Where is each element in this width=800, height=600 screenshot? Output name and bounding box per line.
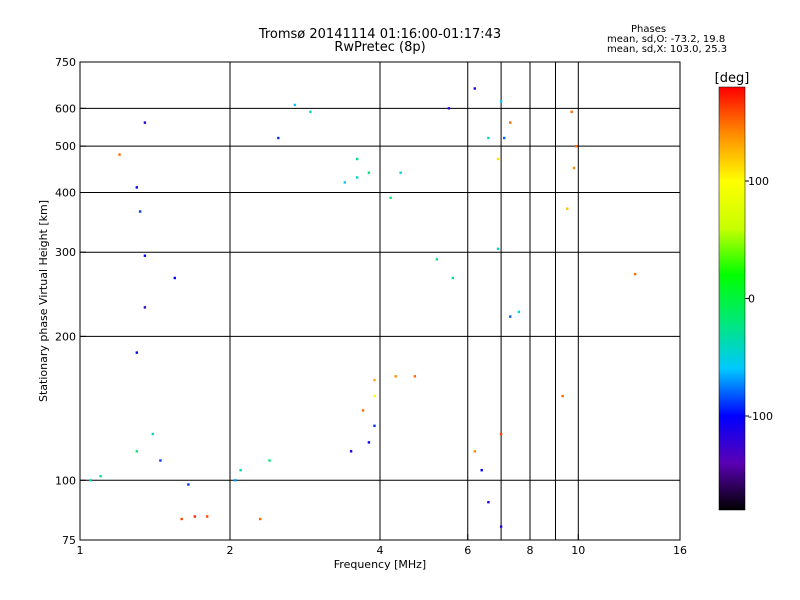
data-point: [389, 196, 392, 199]
data-point: [499, 525, 503, 528]
x-axis-label: Frequency [MHz]: [334, 558, 426, 571]
data-point: [480, 469, 483, 472]
x-tick-label: 4: [377, 544, 384, 557]
colorbar-scale: [718, 86, 746, 511]
data-point: [89, 479, 92, 482]
x-mode-stats: mean, sd,X: 103.0, 25.3: [607, 44, 728, 55]
data-point: [509, 121, 512, 124]
y-tick-label: 600: [55, 102, 76, 115]
data-point: [277, 136, 280, 140]
data-point: [159, 459, 162, 462]
data-point: [499, 100, 503, 103]
data-point: [309, 110, 312, 113]
data-point: [373, 424, 376, 427]
data-point: [135, 351, 138, 354]
data-point: [118, 153, 121, 156]
data-point: [343, 181, 346, 184]
grid: [80, 62, 680, 540]
data-point: [473, 87, 476, 90]
data-point: [187, 483, 190, 486]
data-point: [151, 432, 154, 436]
data-point: [239, 469, 242, 472]
data-point: [373, 378, 376, 382]
data-point: [633, 272, 637, 276]
data-point: [574, 145, 578, 148]
x-axis: 1 2 4 6 8 10 16: [77, 534, 687, 557]
data-point: [367, 171, 371, 174]
y-axis-label: Stationary phase Virtual Height [km]: [37, 200, 50, 402]
data-point: [259, 517, 262, 521]
y-tick-label: 500: [55, 140, 76, 153]
o-mode-stats: mean, sd,O: -73.2, 19.8: [607, 34, 726, 45]
x-tick-label: 1: [77, 544, 84, 557]
data-point: [373, 394, 376, 398]
data-point: [517, 310, 521, 314]
data-point: [435, 258, 438, 261]
data-point: [173, 276, 176, 280]
chart-title: Tromsø 20141114 01:16:00-01:17:43: [258, 27, 502, 42]
data-point: [180, 517, 183, 521]
data-point: [496, 247, 500, 250]
data-point: [234, 479, 237, 482]
colorbar: [deg] 100 0 -100: [715, 71, 773, 511]
y-tick-label: 400: [55, 186, 76, 199]
data-point: [572, 166, 576, 170]
data-point: [99, 475, 102, 478]
chart-subtitle: RwPretec (8p): [334, 40, 426, 55]
colorbar-tick-label: 0: [748, 293, 755, 306]
data-point: [503, 136, 506, 140]
data-point: [447, 107, 451, 110]
data-point: [361, 409, 365, 412]
y-tick-label: 100: [55, 474, 76, 487]
scatter-points: [89, 87, 637, 528]
data-point: [566, 207, 569, 210]
data-point: [206, 515, 209, 518]
x-tick-label: 8: [527, 544, 534, 557]
data-point: [413, 375, 417, 378]
data-point: [451, 276, 454, 280]
y-tick-label: 300: [55, 246, 76, 259]
data-point: [496, 157, 500, 161]
y-tick-label: 750: [55, 56, 76, 69]
data-point: [487, 136, 490, 140]
data-point: [487, 501, 490, 504]
x-tick-label: 6: [464, 544, 471, 557]
colorbar-tick-label: 100: [748, 175, 769, 188]
x-tick-label: 10: [571, 544, 585, 557]
data-point: [399, 171, 402, 174]
y-tick-label: 75: [62, 534, 76, 547]
colorbar-label: [deg]: [715, 71, 750, 86]
data-point: [138, 210, 142, 213]
y-axis: 75 100 200 300 400 500 600 750: [55, 56, 86, 547]
data-point: [473, 450, 476, 453]
data-point: [193, 515, 196, 518]
colorbar-tick-label: -100: [748, 410, 773, 423]
data-point: [509, 315, 512, 318]
data-point: [561, 394, 564, 398]
data-point: [356, 157, 359, 161]
data-point: [570, 110, 573, 113]
data-point: [135, 186, 138, 189]
phases-heading: Phases: [631, 24, 667, 35]
data-point: [135, 450, 138, 453]
y-tick-label: 200: [55, 330, 76, 343]
x-tick-label: 2: [227, 544, 234, 557]
data-point: [143, 306, 147, 309]
data-point: [356, 176, 359, 179]
data-point: [367, 441, 371, 444]
data-point: [293, 103, 297, 107]
data-point: [394, 375, 397, 378]
data-point: [143, 254, 147, 257]
data-point: [143, 121, 147, 124]
x-tick-label: 16: [673, 544, 687, 557]
data-point: [268, 459, 271, 462]
data-point: [499, 432, 503, 436]
data-point: [349, 450, 353, 453]
